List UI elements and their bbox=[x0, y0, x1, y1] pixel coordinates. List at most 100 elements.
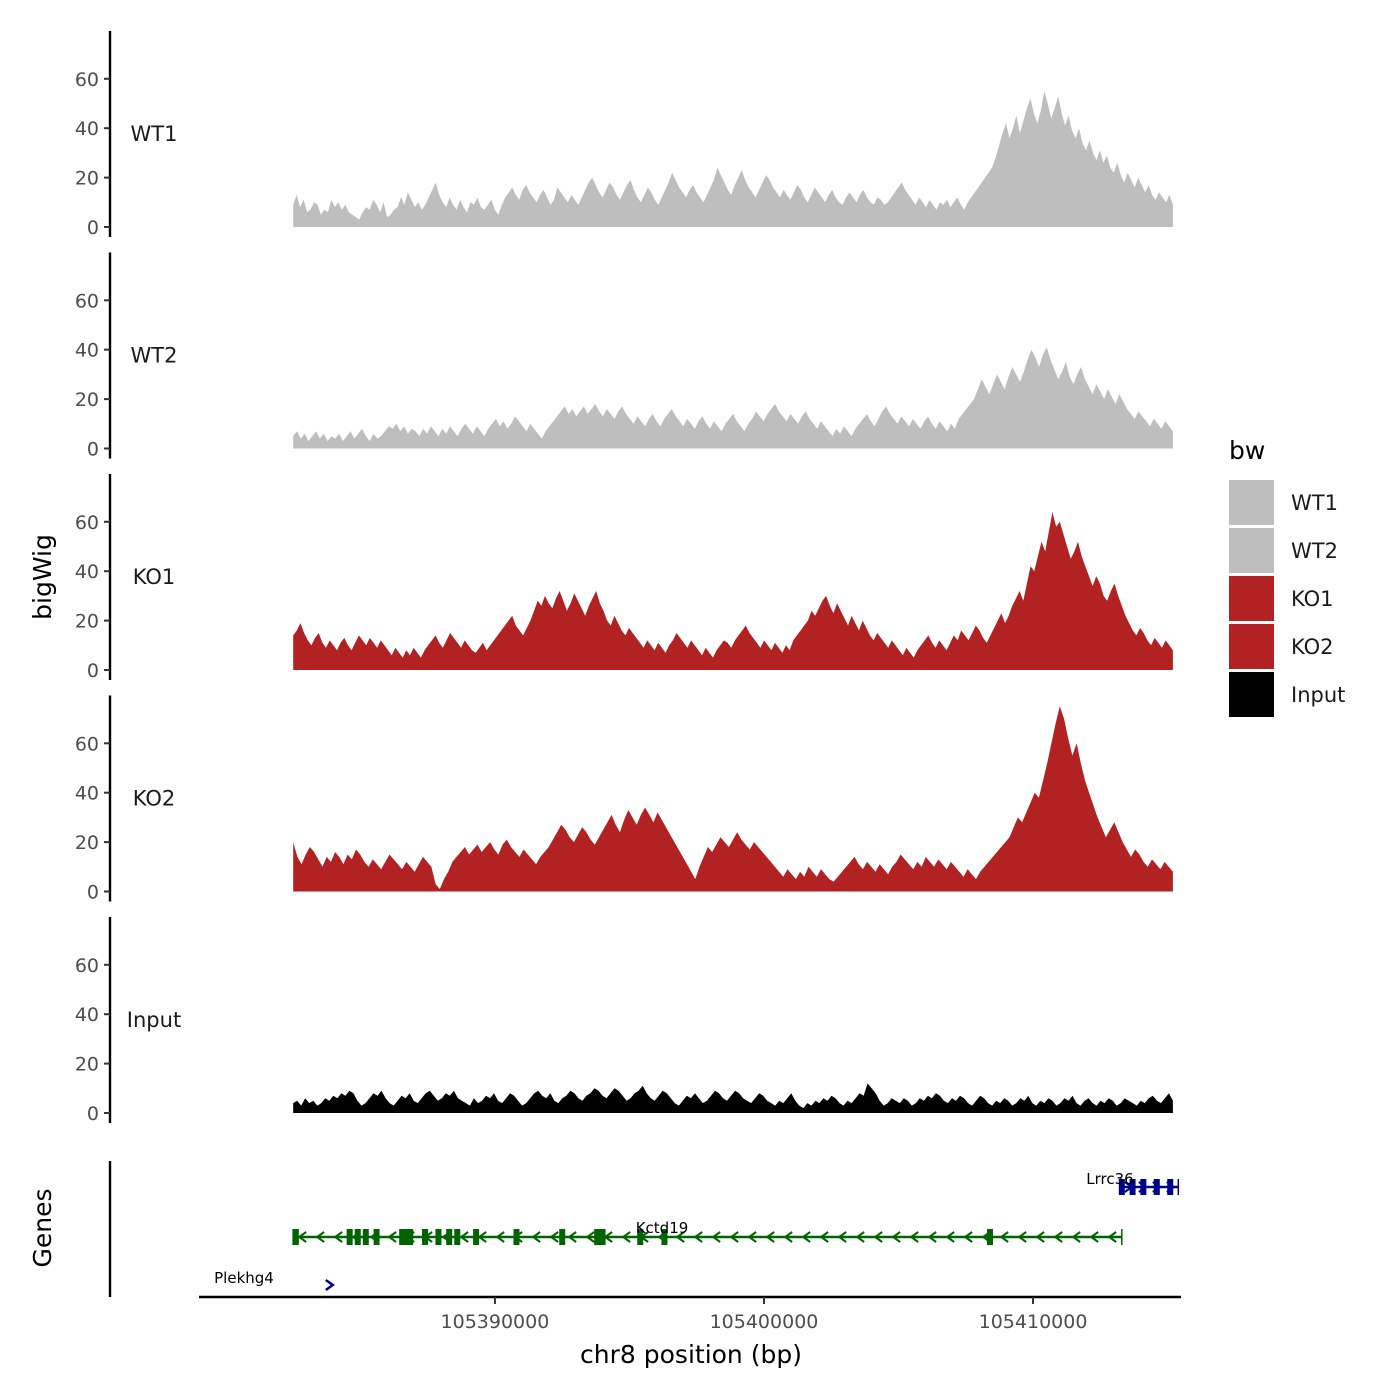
strand-arrow bbox=[873, 1231, 883, 1243]
legend-swatch-wt2 bbox=[1229, 528, 1274, 573]
strand-arrow bbox=[927, 1231, 937, 1243]
strand-arrow bbox=[675, 1231, 685, 1243]
strand-arrow bbox=[693, 1231, 703, 1243]
legend-label-ko1: KO1 bbox=[1291, 587, 1334, 611]
strand-arrow bbox=[1089, 1231, 1099, 1243]
exon bbox=[473, 1229, 480, 1245]
exon bbox=[1118, 1179, 1125, 1195]
area-wt1 bbox=[293, 91, 1173, 227]
exon bbox=[292, 1229, 299, 1245]
strand-arrow bbox=[567, 1231, 577, 1243]
y-tick-label: 0 bbox=[87, 882, 99, 904]
area-ko2 bbox=[293, 706, 1173, 892]
gene-label-kctd19: Kctd19 bbox=[636, 1219, 689, 1237]
strand-arrow bbox=[495, 1231, 505, 1243]
y-tick-label: 40 bbox=[75, 561, 99, 583]
y-tick-label: 0 bbox=[87, 660, 99, 682]
gene-plekhg4: Plekhg4 bbox=[214, 1269, 335, 1292]
legend-title: bw bbox=[1229, 436, 1265, 465]
track-ko1: 0 20 40 60 KO1 bbox=[75, 474, 1173, 682]
exon bbox=[362, 1229, 369, 1245]
strand-arrow bbox=[909, 1231, 919, 1243]
strand-arrow bbox=[325, 1278, 335, 1292]
strand-arrow bbox=[747, 1231, 757, 1243]
y-tick-label: 60 bbox=[75, 733, 99, 755]
strand-arrow bbox=[891, 1231, 901, 1243]
bigwig-tracks: 0 20 40 60 WT1 0 20 40 60 WT2 0 20 40 60 KO1 0 20 40 60 KO2… bbox=[75, 31, 1173, 1125]
gene-kctd19: Kctd19 bbox=[292, 1219, 1123, 1245]
exon bbox=[661, 1229, 668, 1245]
x-axis-title: chr8 position (bp) bbox=[580, 1340, 802, 1369]
y-tick-label: 20 bbox=[75, 168, 99, 190]
legend-label-input: Input bbox=[1291, 683, 1345, 707]
track-label-input: Input bbox=[127, 1008, 181, 1032]
area-ko1 bbox=[293, 511, 1173, 670]
y-tick-label: 20 bbox=[75, 611, 99, 633]
exon bbox=[373, 1229, 380, 1245]
strand-arrow bbox=[387, 1231, 397, 1243]
strand-arrow bbox=[621, 1231, 631, 1243]
strand-arrow bbox=[855, 1231, 865, 1243]
strand-arrow bbox=[1053, 1231, 1063, 1243]
x-tick-label: 105390000 bbox=[441, 1311, 550, 1333]
legend-swatch-wt1 bbox=[1229, 480, 1274, 525]
exon bbox=[559, 1229, 566, 1245]
y-tick-label: 40 bbox=[75, 1004, 99, 1026]
track-label-wt2: WT2 bbox=[131, 344, 178, 368]
legend-label-wt2: WT2 bbox=[1291, 539, 1338, 563]
exon bbox=[1129, 1179, 1136, 1195]
exon bbox=[513, 1229, 520, 1245]
strand-arrow bbox=[1071, 1231, 1081, 1243]
strand-arrow bbox=[801, 1231, 811, 1243]
exon bbox=[1153, 1179, 1160, 1195]
exon bbox=[346, 1229, 353, 1245]
x-tick-label: 105400000 bbox=[710, 1311, 819, 1333]
exon bbox=[986, 1229, 993, 1245]
y-tick-label: 20 bbox=[75, 832, 99, 854]
track-wt1: 0 20 40 60 WT1 bbox=[75, 31, 1173, 239]
strand-arrow bbox=[1017, 1231, 1027, 1243]
legend-label-ko2: KO2 bbox=[1291, 635, 1334, 659]
track-input: 0 20 40 60 Input bbox=[75, 917, 1173, 1125]
exon bbox=[1140, 1179, 1147, 1195]
exon bbox=[454, 1229, 461, 1245]
exon bbox=[637, 1229, 644, 1245]
strand-arrow bbox=[963, 1231, 973, 1243]
gene-label-plekhg4: Plekhg4 bbox=[214, 1269, 274, 1287]
exon bbox=[405, 1229, 412, 1245]
y-axis-title-genes: Genes bbox=[28, 1188, 57, 1267]
y-tick-label: 20 bbox=[75, 1054, 99, 1076]
exon bbox=[354, 1229, 361, 1245]
gene-lrrc36: Lrrc36 bbox=[1086, 1170, 1180, 1195]
y-tick-label: 60 bbox=[75, 290, 99, 312]
strand-arrow bbox=[585, 1231, 595, 1243]
strand-arrow bbox=[297, 1231, 307, 1243]
y-axis-title-bigwig: bigWig bbox=[28, 534, 57, 620]
track-ko2: 0 20 40 60 KO2 bbox=[75, 695, 1173, 904]
gene-label-lrrc36: Lrrc36 bbox=[1086, 1170, 1133, 1188]
y-tick-label: 60 bbox=[75, 955, 99, 977]
track-label-ko2: KO2 bbox=[133, 787, 176, 811]
y-tick-label: 0 bbox=[87, 439, 99, 461]
strand-arrow bbox=[315, 1231, 325, 1243]
x-tick-label: 105410000 bbox=[979, 1311, 1088, 1333]
strand-arrow bbox=[333, 1231, 343, 1243]
y-tick-label: 20 bbox=[75, 389, 99, 411]
area-input bbox=[293, 1083, 1173, 1113]
strand-arrow bbox=[531, 1231, 541, 1243]
strand-arrow bbox=[549, 1231, 559, 1243]
strand-arrow bbox=[837, 1231, 847, 1243]
exon bbox=[421, 1229, 428, 1245]
track-label-ko1: KO1 bbox=[133, 565, 176, 589]
strand-arrow bbox=[459, 1231, 469, 1243]
y-tick-label: 40 bbox=[75, 340, 99, 362]
y-tick-label: 60 bbox=[75, 512, 99, 534]
legend: bw WT1 WT2 KO1 KO2 Input bbox=[1229, 436, 1345, 717]
strand-arrow bbox=[1107, 1231, 1117, 1243]
y-tick-label: 0 bbox=[87, 1103, 99, 1125]
track-label-wt1: WT1 bbox=[131, 122, 178, 146]
exon bbox=[435, 1229, 442, 1245]
legend-label-wt1: WT1 bbox=[1291, 491, 1338, 515]
strand-arrow bbox=[819, 1231, 829, 1243]
